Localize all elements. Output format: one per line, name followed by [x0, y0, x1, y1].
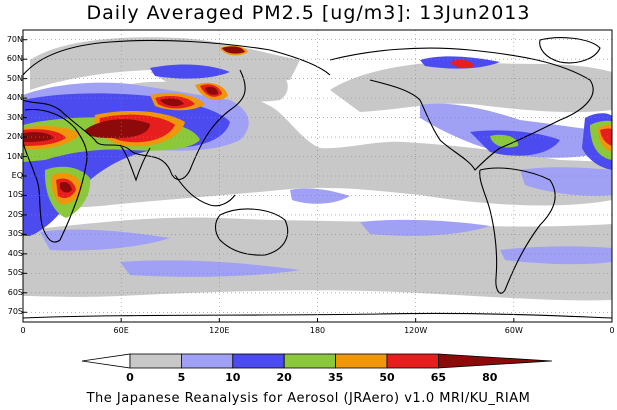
lat-label: EQ — [11, 171, 23, 180]
colorbar — [81, 353, 553, 369]
coastlines — [23, 37, 612, 319]
lon-label: 180 — [309, 326, 326, 335]
colorbar-bin — [81, 353, 131, 369]
lat-label: 50S — [7, 268, 23, 278]
concentration-field — [23, 30, 612, 322]
lat-label: 40S — [7, 248, 23, 258]
lat-label: 40N — [6, 93, 23, 103]
coast-seasia — [174, 174, 236, 207]
colorbar-bin — [437, 353, 553, 369]
coast-south-america — [479, 167, 556, 294]
lat-label: 50N — [6, 73, 23, 83]
lat-label: 10N — [6, 151, 23, 161]
lat-label: 30S — [7, 229, 23, 239]
coast-australia — [214, 208, 289, 256]
coast-africa — [23, 108, 88, 243]
lat-label: 20N — [6, 132, 23, 142]
colorbar-bin — [232, 353, 285, 369]
lat-label: 60N — [6, 54, 23, 64]
colorbar-label: 65 — [430, 371, 447, 384]
coast-antarctica — [23, 312, 612, 319]
lat-label: 20S — [7, 209, 23, 219]
colorbar-label: 0 — [126, 371, 134, 384]
lat-label: 30N — [6, 112, 23, 122]
colorbar-label: 10 — [225, 371, 241, 384]
map-title: Daily Averaged PM2.5 [ug/m3]: 13Jun2013 — [86, 2, 531, 24]
colorbar-label: 50 — [379, 371, 395, 384]
colorbar-label: 80 — [482, 371, 498, 384]
lat-label: 60S — [7, 287, 23, 297]
pm25-contour-over-80 — [23, 46, 245, 193]
lon-label: 60E — [113, 326, 129, 335]
lon-label: 60W — [504, 326, 523, 335]
colorbar-bin — [283, 353, 337, 369]
coast-north-america — [329, 47, 594, 171]
lon-label: 120W — [404, 326, 428, 335]
axis-ticks — [22, 39, 613, 322]
colorbar-label: 20 — [276, 371, 292, 384]
lon-label: 0 — [20, 326, 26, 335]
lon-label: 120E — [209, 326, 230, 335]
lon-label: 0 — [609, 326, 615, 335]
colorbar-bin — [180, 353, 234, 369]
coast-europe-asia — [23, 39, 331, 180]
colorbar-bin — [335, 353, 388, 369]
colorbar-bin — [129, 353, 182, 369]
colorbar-bin — [386, 353, 439, 369]
lat-label: 70S — [7, 307, 23, 317]
lat-label: 70N — [6, 34, 23, 44]
graticule — [23, 30, 612, 322]
footer-credit: The Japanese Reanalysis for Aerosol (JRA… — [86, 391, 531, 406]
colorbar-label: 35 — [327, 371, 344, 384]
coast-india — [119, 144, 151, 182]
lat-label: 10S — [7, 190, 23, 200]
coast-greenland — [539, 37, 601, 64]
colorbar-label: 5 — [177, 371, 186, 384]
